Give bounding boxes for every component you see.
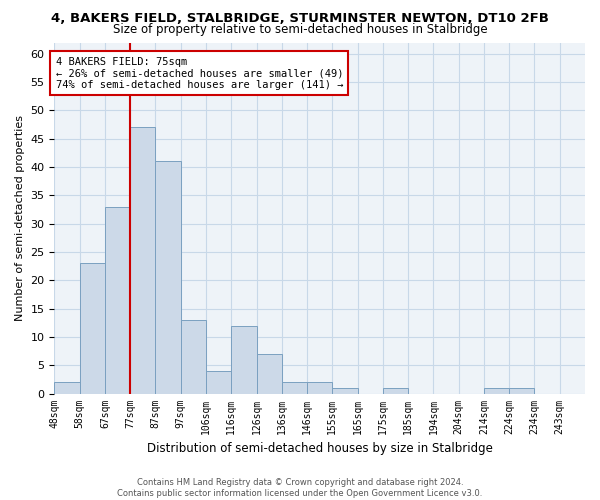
- Bar: [509, 388, 535, 394]
- Bar: [231, 326, 257, 394]
- Bar: [155, 162, 181, 394]
- Bar: [282, 382, 307, 394]
- Bar: [80, 264, 105, 394]
- Bar: [130, 128, 155, 394]
- Bar: [105, 206, 130, 394]
- Y-axis label: Number of semi-detached properties: Number of semi-detached properties: [15, 115, 25, 321]
- Bar: [332, 388, 358, 394]
- Bar: [55, 382, 80, 394]
- Text: Contains HM Land Registry data © Crown copyright and database right 2024.
Contai: Contains HM Land Registry data © Crown c…: [118, 478, 482, 498]
- Text: 4, BAKERS FIELD, STALBRIDGE, STURMINSTER NEWTON, DT10 2FB: 4, BAKERS FIELD, STALBRIDGE, STURMINSTER…: [51, 12, 549, 26]
- Bar: [181, 320, 206, 394]
- Text: 4 BAKERS FIELD: 75sqm
← 26% of semi-detached houses are smaller (49)
74% of semi: 4 BAKERS FIELD: 75sqm ← 26% of semi-deta…: [56, 56, 343, 90]
- Bar: [484, 388, 509, 394]
- Bar: [307, 382, 332, 394]
- Bar: [206, 371, 231, 394]
- Bar: [383, 388, 408, 394]
- X-axis label: Distribution of semi-detached houses by size in Stalbridge: Distribution of semi-detached houses by …: [147, 442, 493, 455]
- Bar: [257, 354, 282, 394]
- Text: Size of property relative to semi-detached houses in Stalbridge: Size of property relative to semi-detach…: [113, 22, 487, 36]
